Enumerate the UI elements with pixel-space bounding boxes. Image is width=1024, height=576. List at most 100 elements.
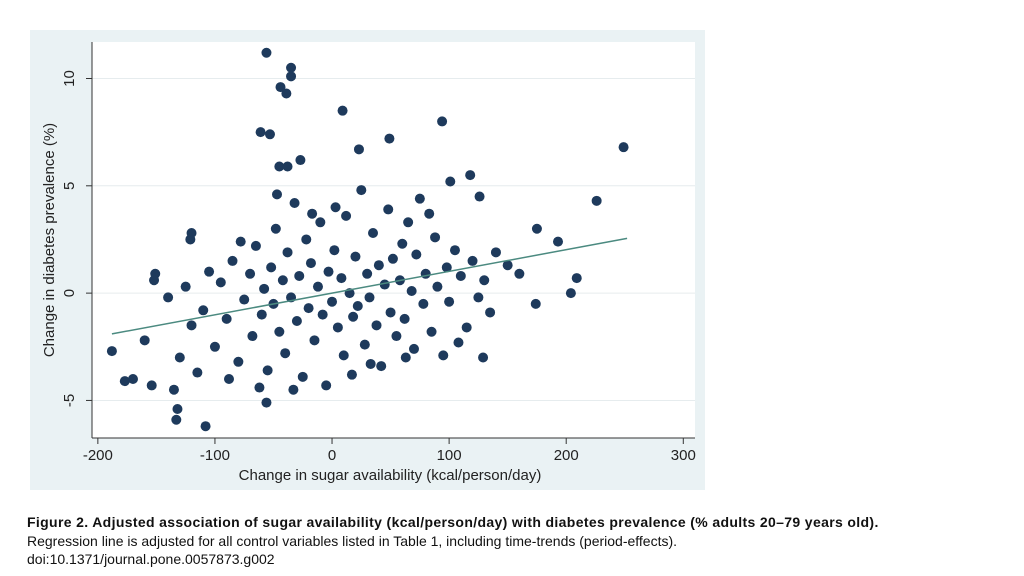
x-tick-label: 300 [671,447,696,464]
point [461,322,472,333]
point [465,170,476,181]
point [307,208,318,219]
point [329,245,340,256]
point [168,384,179,395]
point [474,191,485,202]
point [350,251,361,262]
point [185,234,196,245]
y-tick-label: 0 [61,289,78,297]
point [261,47,272,58]
point [247,331,258,342]
point [233,356,244,367]
point [198,305,209,316]
point [336,273,347,284]
point [338,350,349,361]
point [411,249,422,260]
x-tick-label: 0 [328,447,336,464]
point [174,352,185,363]
point [186,320,197,331]
point [490,247,501,258]
point [467,255,478,266]
point [437,116,448,127]
x-tick-label: -100 [200,447,230,464]
point [391,331,402,342]
point [255,127,266,138]
point [406,285,417,296]
x-tick-label: 100 [437,447,462,464]
point [146,380,157,391]
point [250,240,261,251]
point [376,361,387,372]
point [259,283,270,294]
point [449,245,460,256]
point [239,294,250,305]
point [348,311,359,322]
point [438,350,449,361]
point [305,258,316,269]
point [294,270,305,281]
point [379,279,390,290]
point [171,414,182,425]
y-tick-label: 5 [61,182,78,190]
point [315,217,326,228]
point [282,247,293,258]
point [502,260,513,271]
point [235,236,246,247]
point [266,262,277,273]
point [204,266,215,277]
point [274,161,285,172]
point [571,273,582,284]
point [414,193,425,204]
point [277,275,288,286]
point [127,373,138,384]
point [317,309,328,320]
point [408,343,419,354]
point [478,352,489,363]
point [441,262,452,273]
point [455,270,466,281]
point [445,176,456,187]
point [330,202,341,213]
point [221,313,232,324]
point [309,335,320,346]
y-axis-label: Change in diabetes prevalence (%) [41,123,58,357]
point [387,253,398,264]
point [453,337,464,348]
point [362,268,373,279]
point [531,223,542,234]
point [444,296,455,307]
point [383,204,394,215]
point [352,301,363,311]
point [385,307,396,318]
point [341,210,352,221]
point [289,197,300,208]
point [399,313,410,324]
point [514,268,525,279]
y-tick-label: -5 [61,394,78,407]
point [479,275,490,286]
point [245,268,256,279]
point [565,288,576,299]
caption-doi: doi:10.1371/journal.pone.0057873.g002 [27,551,275,567]
regression-line [111,237,628,335]
y-tick-label: 10 [61,70,78,87]
point [264,129,275,140]
point [209,341,220,352]
point [215,277,226,288]
point [420,268,431,279]
point [261,397,272,408]
point [262,365,273,376]
point [327,296,338,307]
point [280,348,291,359]
point [180,281,191,292]
point [618,142,629,153]
point [301,234,312,245]
point [371,320,382,331]
point [553,236,564,247]
chart: Change in sugar availability (kcal/perso… [30,30,705,490]
point [591,195,602,206]
point [384,133,395,144]
point [274,326,285,337]
point [337,105,348,116]
